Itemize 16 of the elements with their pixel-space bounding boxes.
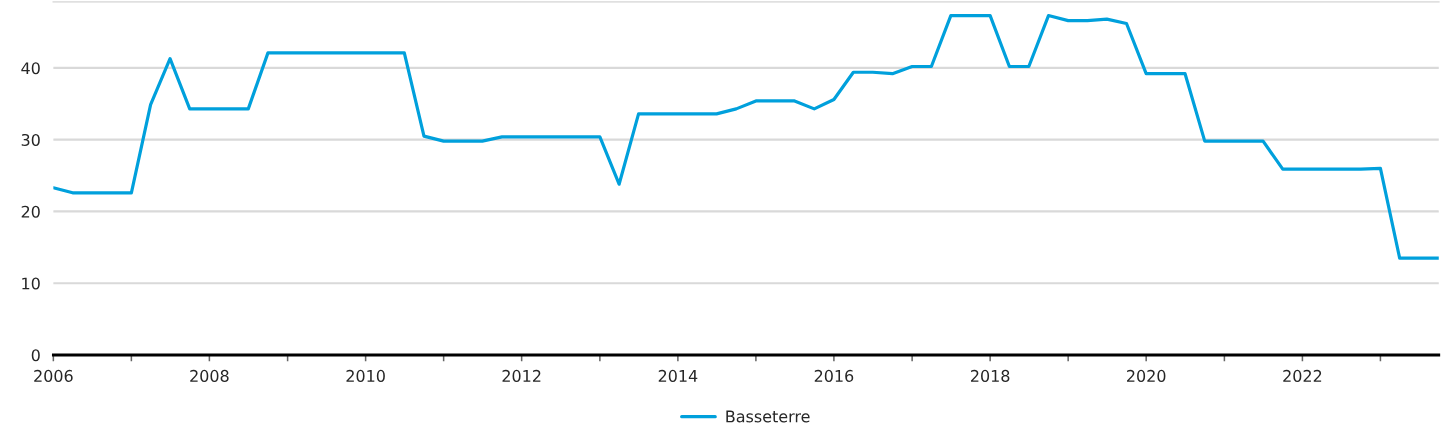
line-series (53, 13, 1439, 260)
legend-label: Basseterre (726, 410, 810, 423)
x-tick-label: 2020 (1127, 369, 1166, 382)
x-tick-label: 2016 (814, 369, 854, 382)
y-tick-label: 0 (31, 349, 40, 362)
x-tick-label: 2012 (502, 369, 541, 382)
y-tick-label: 20 (21, 205, 40, 218)
x-tick-label: 2014 (658, 369, 698, 382)
y-tick-label: 40 (21, 62, 40, 75)
x-tick-label: 2008 (190, 369, 229, 382)
y-tick-label: 10 (22, 277, 40, 290)
y-tick-label: 30 (21, 133, 40, 147)
x-tick-label: 2010 (346, 369, 385, 382)
x-tick-label: 2006 (34, 369, 73, 382)
x-tick-label: 2018 (970, 369, 1010, 382)
x-tick-label: 2022 (1283, 369, 1322, 382)
